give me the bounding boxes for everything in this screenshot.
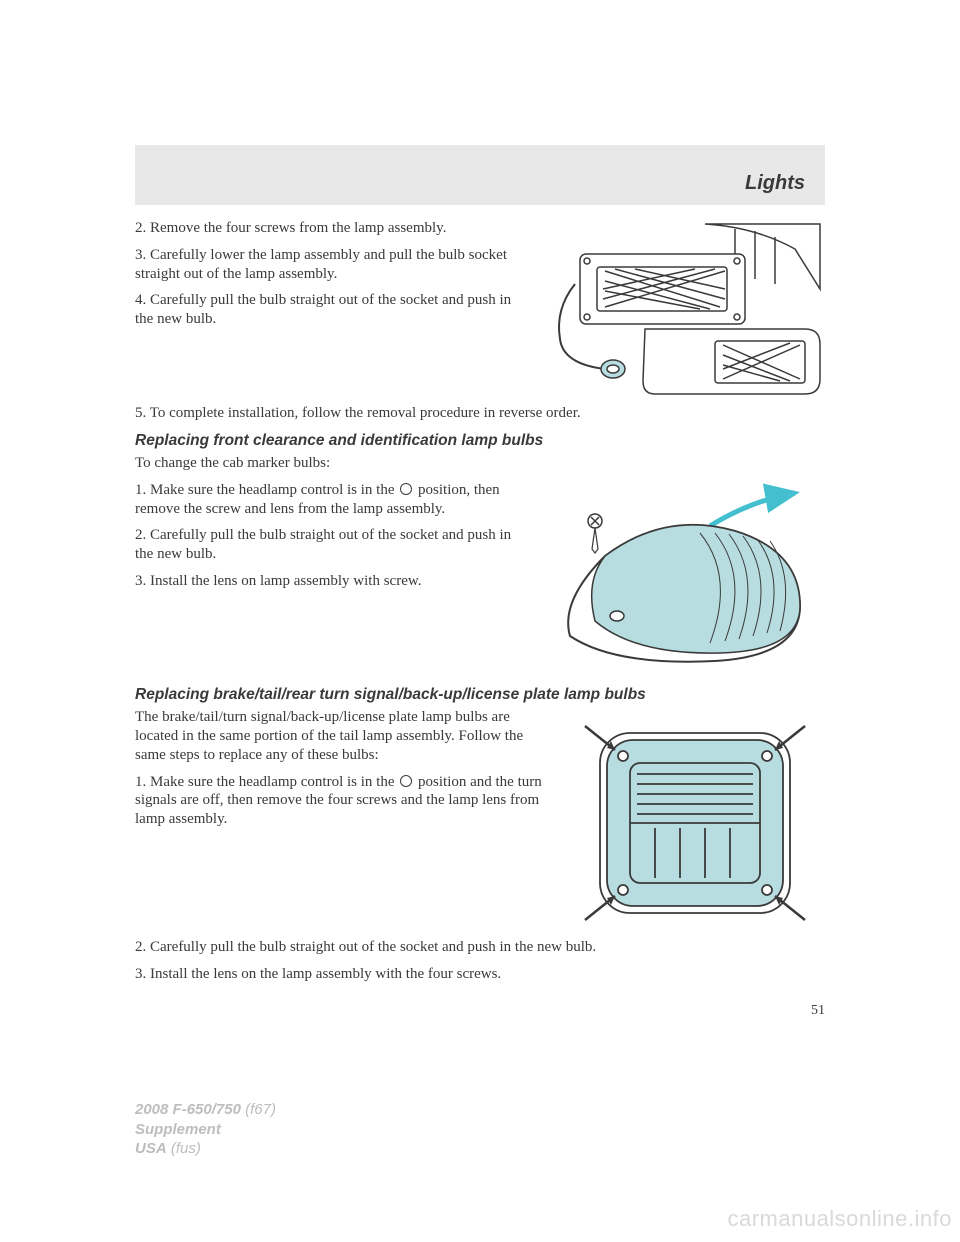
figure-3-container xyxy=(565,708,825,938)
section-title: Lights xyxy=(745,172,805,195)
step-2: 2. Remove the four screws from the lamp … xyxy=(135,219,513,238)
cab-marker-lens-icon xyxy=(535,481,825,671)
front-lamp-assembly-icon xyxy=(525,219,825,404)
s3-intro: The brake/tail/turn signal/back-up/licen… xyxy=(135,708,553,764)
s2-step-1a: 1. Make sure the headlamp control is in … xyxy=(135,482,395,498)
figure-1-container xyxy=(525,219,825,404)
section2-intro: To change the cab marker bulbs: xyxy=(135,454,825,473)
s3-step-1a: 1. Make sure the headlamp control is in … xyxy=(135,774,395,790)
watermark: carmanualsonline.info xyxy=(727,1206,952,1232)
off-position-icon xyxy=(400,483,412,495)
step-3: 3. Carefully lower the lamp assembly and… xyxy=(135,246,513,284)
page-number: 51 xyxy=(135,1002,825,1020)
section-header-bar: Lights xyxy=(135,145,825,205)
s3-step-2: 2. Carefully pull the bulb straight out … xyxy=(135,938,825,957)
footer: 2008 F-650/750 (f67) Supplement USA (fus… xyxy=(135,1100,276,1159)
off-position-icon xyxy=(400,775,412,787)
subheading-brake-tail: Replacing brake/tail/rear turn signal/ba… xyxy=(135,685,825,704)
s2-step-2: 2. Carefully pull the bulb straight out … xyxy=(135,526,523,564)
tail-lamp-lens-icon xyxy=(565,708,825,938)
figure-2-container xyxy=(535,481,825,671)
footer-line-3: USA (fus) xyxy=(135,1139,276,1159)
section-2-text: 1. Make sure the headlamp control is in … xyxy=(135,481,523,599)
step-4: 4. Carefully pull the bulb straight out … xyxy=(135,291,513,329)
page-content: 2. Remove the four screws from the lamp … xyxy=(135,205,825,1019)
footer-model: 2008 F-650/750 xyxy=(135,1101,241,1118)
section-3: The brake/tail/turn signal/back-up/licen… xyxy=(135,708,825,938)
section-1: 2. Remove the four screws from the lamp … xyxy=(135,219,825,404)
subheading-clearance: Replacing front clearance and identifica… xyxy=(135,431,825,450)
s3-step-1: 1. Make sure the headlamp control is in … xyxy=(135,773,553,829)
s2-step-3: 3. Install the lens on lamp assembly wit… xyxy=(135,572,523,591)
footer-region: USA xyxy=(135,1140,167,1157)
step-5: 5. To complete installation, follow the … xyxy=(135,404,825,423)
footer-line-1: 2008 F-650/750 (f67) xyxy=(135,1100,276,1120)
s3-step-3: 3. Install the lens on the lamp assembly… xyxy=(135,965,825,984)
section-1-text: 2. Remove the four screws from the lamp … xyxy=(135,219,513,337)
s2-step-1: 1. Make sure the headlamp control is in … xyxy=(135,481,523,519)
footer-code-2: (fus) xyxy=(171,1140,201,1157)
footer-code-1: (f67) xyxy=(245,1101,276,1118)
section-2: 1. Make sure the headlamp control is in … xyxy=(135,481,825,671)
footer-line-2: Supplement xyxy=(135,1120,276,1140)
section-3-text: The brake/tail/turn signal/back-up/licen… xyxy=(135,708,553,837)
manual-page: Lights 2. Remove the four screws from th… xyxy=(135,145,825,1027)
